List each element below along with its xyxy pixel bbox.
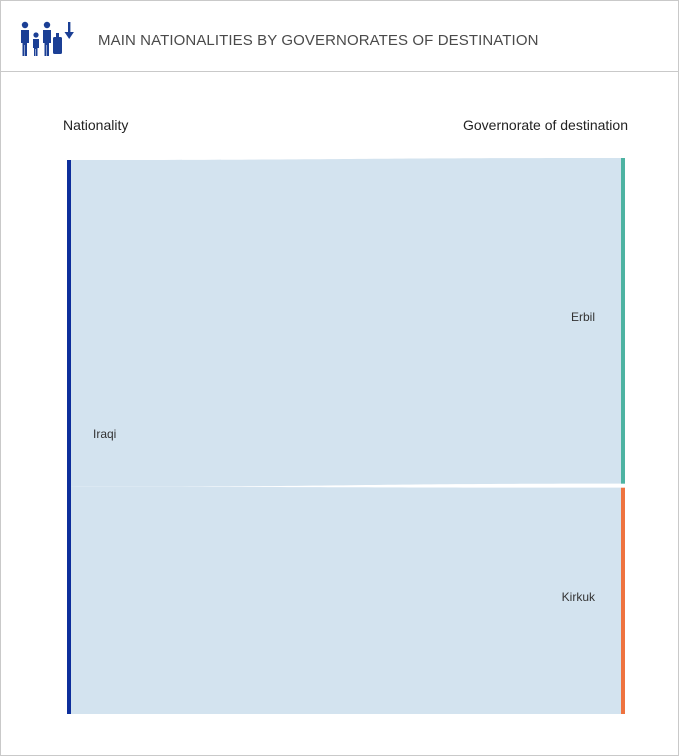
sankey-link-kirkuk [71,486,621,714]
sankey-node-erbil [621,158,625,484]
sankey-link-erbil [71,158,621,487]
sankey-node-iraqi [67,160,71,714]
family-travel-icon [21,21,74,56]
chart-title: MAIN NATIONALITIES BY GOVERNORATES OF DE… [98,32,539,49]
target-column-label: Governorate of destination [463,117,628,133]
node-label-iraqi: Iraqi [93,427,116,441]
node-label-erbil: Erbil [571,310,595,324]
node-label-kirkuk: Kirkuk [562,590,596,604]
source-column-label: Nationality [63,117,129,133]
chart-header: MAIN NATIONALITIES BY GOVERNORATES OF DE… [1,1,678,72]
sankey-node-kirkuk [621,487,625,714]
